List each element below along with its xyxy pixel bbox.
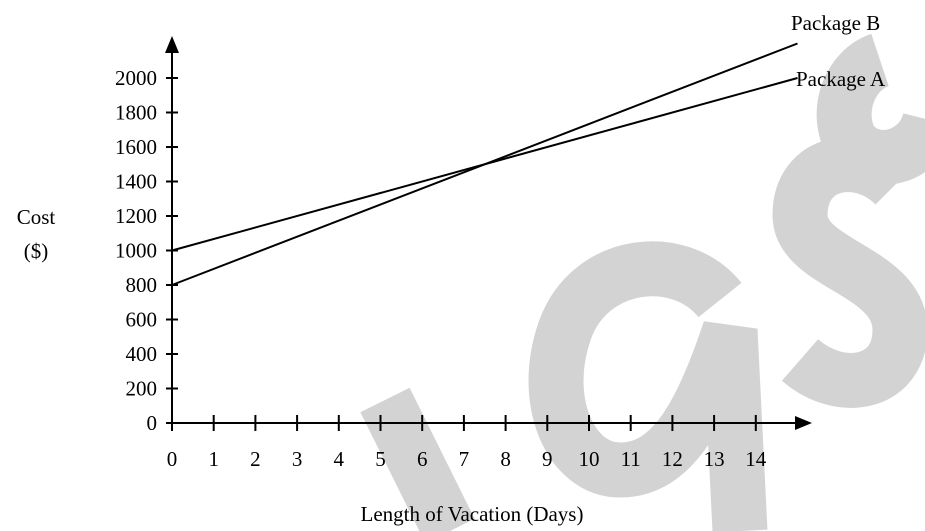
x-tick-label: 12	[662, 447, 683, 471]
x-tick-label: 13	[704, 447, 725, 471]
y-tick-label: 400	[126, 342, 158, 366]
x-tick-label: 5	[375, 447, 386, 471]
y-axis-arrowhead	[165, 36, 179, 53]
watermark-logo	[360, 33, 925, 531]
x-tick-label: 6	[417, 447, 428, 471]
series-labels: Package A Package B	[791, 11, 886, 91]
watermark-stroke-o	[816, 33, 925, 185]
y-tick-label: 800	[126, 273, 158, 297]
x-tick-label: 1	[208, 447, 219, 471]
y-tick-label: 2000	[115, 66, 157, 90]
y-tick-label: 200	[126, 377, 158, 401]
x-tick-label: 3	[292, 447, 303, 471]
package-b-line	[171, 42, 798, 286]
y-tick-label: 1000	[115, 239, 157, 263]
axes	[165, 36, 812, 430]
watermark-stroke-a-leg	[360, 387, 475, 531]
x-tick-label: 2	[250, 447, 261, 471]
series-lines	[171, 42, 798, 286]
x-tick-label: 14	[745, 447, 767, 471]
x-tick-label: 11	[621, 447, 641, 471]
x-tick-label: 9	[542, 447, 553, 471]
x-tick-label: 4	[334, 447, 345, 471]
package-b-label: Package B	[791, 11, 880, 35]
y-tick-label: 1600	[115, 135, 157, 159]
x-axis-arrowhead	[795, 416, 812, 430]
watermark-stroke-a-bowl	[528, 241, 768, 531]
y-axis-label-line1: Cost	[17, 205, 56, 229]
x-tick-label: 7	[459, 447, 470, 471]
x-tick-label: 10	[579, 447, 600, 471]
y-tick-label: 1400	[115, 170, 157, 194]
watermark-stroke-s	[772, 137, 925, 408]
x-axis-label: Length of Vacation (Days)	[361, 502, 584, 526]
y-axis-ticks: 0 200 400 600 800 1000 1200 1400 1600 1800 2000	[115, 66, 178, 435]
y-tick-label: 1800	[115, 101, 157, 125]
y-axis-label-line2: ($)	[24, 239, 49, 263]
package-a-label: Package A	[796, 67, 886, 91]
y-tick-label: 1200	[115, 204, 157, 228]
y-tick-label: 600	[126, 308, 158, 332]
x-tick-label: 0	[167, 447, 178, 471]
x-tick-label: 8	[500, 447, 511, 471]
y-tick-label: 0	[147, 411, 158, 435]
x-axis-ticks: 0 1 2 3 4 5 6 7 8 9 10 11 12 13 14	[167, 415, 767, 471]
